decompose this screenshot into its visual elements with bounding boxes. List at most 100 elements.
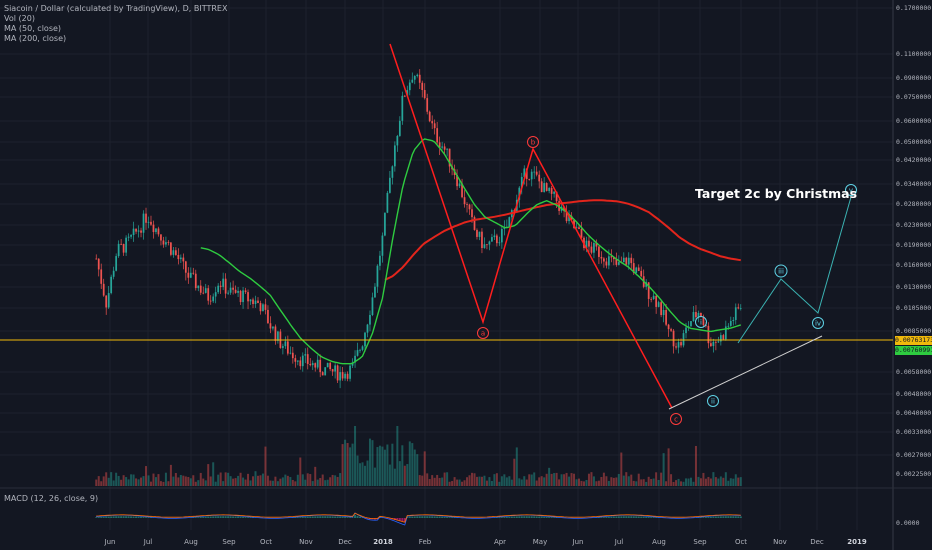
wave-marker-iv: [812, 317, 824, 329]
candle-body: [264, 304, 267, 310]
macd-histogram-bar: [314, 516, 317, 518]
candle-body: [282, 346, 284, 348]
volume-bar: [592, 476, 595, 486]
macd-histogram-bar: [642, 516, 645, 518]
candle-body: [660, 302, 662, 316]
price-axis[interactable]: 0.1700000 0.1100000 0.0900000 0.0750000 0.06…: [893, 0, 932, 550]
volume-bar: [704, 478, 707, 486]
wave-marker-label: v: [849, 187, 853, 195]
macd-histogram-bar: [513, 516, 516, 518]
volume-bar: [237, 475, 240, 486]
macd-histogram-bar: [650, 517, 653, 518]
candle-body: [600, 256, 603, 259]
price-axis-label: 0.0022500: [896, 470, 932, 478]
price-axis-label: 0.0900000: [896, 74, 932, 82]
macd-histogram-bar: [436, 516, 439, 518]
macd-histogram-bar: [416, 516, 419, 518]
volume-bar: [540, 476, 543, 486]
volume-bar: [254, 471, 257, 486]
volume-bar: [306, 473, 309, 486]
volume-bar: [421, 475, 424, 486]
candle-body: [249, 299, 252, 302]
volume-bar: [677, 478, 680, 486]
volume-bar: [595, 481, 598, 486]
volume-bar: [495, 473, 498, 486]
candle-body: [212, 296, 215, 302]
volume-bar: [212, 462, 215, 486]
candle-body: [162, 240, 165, 245]
candle-body: [284, 341, 287, 347]
candle-body: [102, 283, 105, 296]
target-annotation: Target 2c by Christmas: [695, 186, 858, 201]
macd-histogram-bar: [615, 516, 618, 518]
macd-histogram-bar: [635, 516, 638, 518]
wave-marker-label: iv: [815, 320, 821, 328]
volume-bar: [714, 477, 717, 486]
time-axis-label: 2019: [847, 538, 867, 546]
macd-histogram-bar: [538, 516, 541, 518]
volume-bar: [261, 473, 264, 486]
time-axis-label: Nov: [773, 538, 787, 546]
candle-body: [563, 206, 565, 212]
volume-bar: [597, 480, 600, 486]
candle-body: [207, 288, 210, 301]
macd-histogram-bar: [117, 516, 120, 518]
macd-histogram-bar: [249, 517, 252, 518]
candle-body: [580, 229, 583, 238]
volume-bar: [498, 481, 501, 486]
macd-histogram-bar: [632, 516, 635, 518]
volume-bar: [383, 449, 386, 486]
macd-histogram-bar: [625, 516, 628, 518]
candle-body: [486, 244, 488, 246]
macd-histogram-bar: [729, 516, 732, 518]
candle-body: [247, 292, 249, 302]
wave-marker-iii: [774, 264, 788, 278]
candle-body: [615, 259, 618, 265]
macd-histogram-bar: [311, 516, 314, 518]
volume-bar: [640, 479, 643, 486]
wave-marker-label: ii: [711, 398, 715, 406]
volume-bar: [349, 447, 352, 486]
candle-body: [95, 258, 98, 260]
candle-body: [224, 278, 227, 294]
macd-indicator-label[interactable]: MACD (12, 26, close, 9): [4, 494, 99, 503]
volume-bar: [403, 465, 406, 486]
macd-histogram-bar: [448, 517, 451, 518]
macd-histogram-bar: [597, 517, 600, 518]
volume-bar: [689, 477, 692, 486]
candle-body: [187, 272, 190, 278]
volume-bar: [177, 477, 180, 486]
vol-indicator-label[interactable]: Vol (20): [4, 14, 35, 23]
volume-bar: [483, 475, 486, 486]
price-axis-label: 0.0420000: [896, 156, 932, 164]
candle-body: [257, 300, 259, 304]
volume-bar: [687, 478, 690, 486]
ma50-indicator-label[interactable]: MA (50, close): [4, 24, 62, 33]
macd-histogram-bar: [331, 516, 334, 518]
candle-body: [533, 171, 536, 173]
candle-body: [324, 367, 327, 376]
macd-histogram-bar: [212, 516, 215, 518]
volume-bar: [378, 445, 381, 486]
macd-histogram-bar: [217, 516, 220, 518]
candle-body: [192, 272, 195, 274]
macd-histogram-bar: [120, 516, 123, 518]
volume-bar: [560, 474, 563, 486]
candle-body: [135, 228, 137, 232]
candle-body: [217, 285, 220, 293]
volume-bar: [182, 475, 185, 486]
macd-histogram-bar: [229, 516, 232, 518]
volume-bar: [543, 477, 546, 486]
candle-body: [316, 359, 319, 368]
candle-body: [727, 325, 730, 327]
candle-body: [476, 229, 478, 237]
macd-histogram-bar: [294, 517, 297, 518]
ma200-indicator-label[interactable]: MA (200, close): [4, 34, 67, 43]
macd-histogram-bar: [655, 517, 658, 518]
price-axis-label: 0.0340000: [896, 180, 932, 188]
candle-body: [204, 288, 207, 293]
volume-bar: [359, 463, 362, 486]
candle-body: [496, 235, 498, 244]
volume-bar: [612, 477, 615, 486]
